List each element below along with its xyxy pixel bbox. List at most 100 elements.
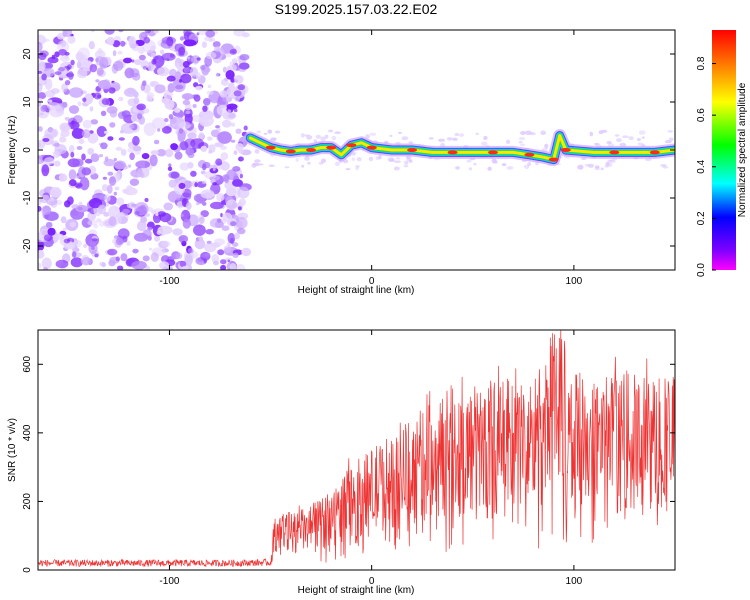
noise-speckle <box>175 196 181 201</box>
noise-speckle <box>183 180 192 189</box>
noise-speckle <box>212 167 216 171</box>
ridge-halo-speckle <box>454 132 459 137</box>
snr-series-line <box>38 330 675 568</box>
noise-speckle <box>102 176 107 180</box>
noise-speckle <box>185 147 195 156</box>
noise-speckle <box>239 156 245 162</box>
noise-speckle <box>179 36 185 41</box>
noise-speckle <box>190 138 205 149</box>
noise-speckle <box>211 254 220 264</box>
x-tick-label: 100 <box>566 576 583 587</box>
ridge-halo-speckle <box>668 137 674 141</box>
noise-speckle <box>175 252 183 260</box>
noise-speckle <box>138 54 146 61</box>
noise-speckle <box>68 105 80 114</box>
noise-speckle <box>43 62 54 69</box>
colorbar-tick-label: 0.2 <box>696 211 707 225</box>
ridge-halo-speckle <box>501 163 507 167</box>
ridge-halo-speckle <box>295 158 299 162</box>
ridge-hotspot <box>548 157 559 162</box>
ridge-halo-speckle <box>466 159 472 163</box>
noise-speckle <box>38 205 42 212</box>
noise-speckle <box>216 72 220 77</box>
noise-speckle <box>129 178 140 186</box>
noise-speckle <box>38 111 42 118</box>
noise-speckle <box>119 129 125 134</box>
noise-speckle <box>140 83 145 91</box>
noise-speckle <box>87 219 98 226</box>
noise-speckle <box>56 199 63 206</box>
noise-speckle <box>220 152 229 161</box>
ridge-halo-speckle <box>518 141 523 144</box>
ridge-halo-speckle <box>487 166 492 171</box>
noise-speckle <box>107 36 115 46</box>
signal-ridge-layer <box>243 129 675 167</box>
noise-speckle <box>118 212 125 218</box>
noise-speckle <box>100 110 107 117</box>
noise-speckle <box>150 252 159 263</box>
noise-speckle <box>202 180 207 185</box>
noise-speckle <box>161 240 171 247</box>
ridge-halo-speckle <box>389 134 393 137</box>
colorbar-tick-label: 0.4 <box>696 159 707 173</box>
x-tick-label: 100 <box>566 276 583 287</box>
noise-speckle <box>50 88 60 94</box>
noise-speckle <box>200 170 206 175</box>
noise-speckle <box>47 56 59 64</box>
noise-speckle <box>55 259 69 269</box>
noise-speckle <box>87 147 95 155</box>
noise-speckle <box>162 125 172 134</box>
noise-speckle <box>81 129 91 139</box>
noise-speckle <box>67 117 77 128</box>
noise-speckle <box>96 67 104 76</box>
ridge-halo-speckle <box>544 143 549 149</box>
noise-speckle <box>70 257 83 268</box>
noise-speckle <box>97 204 106 215</box>
noise-speckle <box>54 142 60 147</box>
noise-speckle <box>207 136 213 141</box>
noise-speckle <box>132 248 139 254</box>
noise-speckle <box>212 41 221 48</box>
noise-speckle <box>120 40 126 47</box>
noise-speckle <box>198 236 204 242</box>
noise-speckle <box>108 176 117 186</box>
noise-speckle <box>43 267 48 270</box>
noise-speckle <box>210 38 215 42</box>
noise-speckle <box>243 125 248 131</box>
ridge-halo-speckle <box>506 139 511 144</box>
noise-speckle <box>146 95 153 102</box>
noise-speckle <box>223 245 232 254</box>
ridge-halo-speckle <box>405 156 410 159</box>
noise-speckle <box>220 264 227 270</box>
ridge-halo-speckle <box>606 140 612 145</box>
noise-speckle <box>59 133 64 139</box>
ridge-hotspot <box>326 145 337 150</box>
noise-speckle <box>38 159 41 163</box>
noise-speckle <box>70 151 75 158</box>
noise-speckle <box>116 197 125 206</box>
noise-speckle <box>68 169 77 181</box>
ridge-halo-speckle <box>577 164 584 170</box>
ridge-halo-speckle <box>304 134 310 137</box>
noise-speckle <box>193 82 199 88</box>
noise-speckle <box>101 184 108 192</box>
noise-speckle <box>107 136 114 141</box>
noise-speckle <box>98 57 109 69</box>
noise-speckle <box>195 85 203 91</box>
noise-speckle <box>202 120 209 126</box>
noise-speckle <box>230 237 234 245</box>
noise-speckle <box>212 100 217 104</box>
noise-speckle <box>233 108 238 113</box>
colorbar-tick-label: 0.0 <box>696 263 707 277</box>
spectrogram-x-ticks: -100 0 100 <box>159 30 583 287</box>
ridge-hotspot <box>524 152 535 157</box>
noise-speckle <box>89 106 94 112</box>
ridge-halo-speckle <box>616 138 622 143</box>
noise-speckle <box>127 87 135 95</box>
noise-speckle <box>216 193 225 202</box>
noise-speckle <box>83 243 88 248</box>
noise-speckle <box>118 30 124 33</box>
ridge-halo-speckle <box>356 157 362 162</box>
noise-speckle <box>229 48 237 55</box>
